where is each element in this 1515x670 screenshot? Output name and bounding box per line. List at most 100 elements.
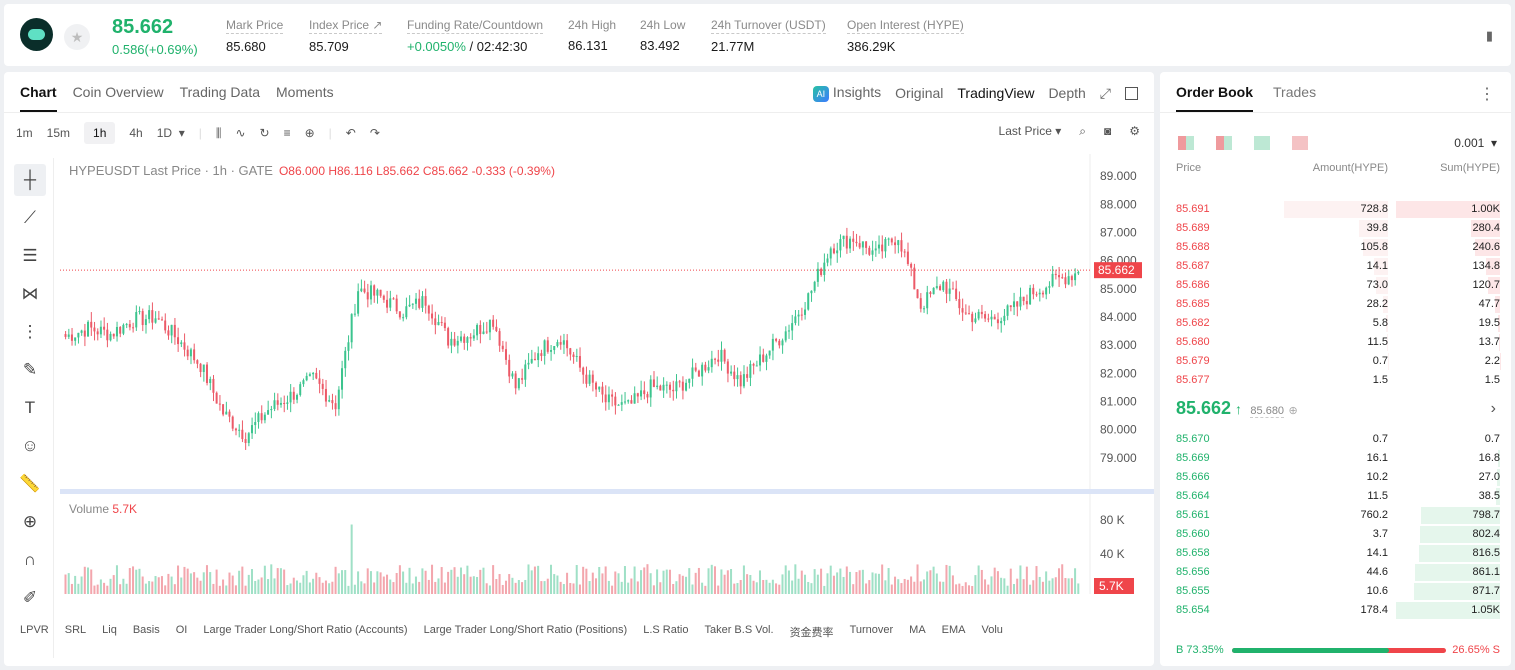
ask-row[interactable]: 85.687 14.1 134.8 — [1176, 257, 1500, 276]
bid-row[interactable]: 85.669 16.1 16.8 — [1176, 449, 1500, 468]
ask-row[interactable]: 85.685 28.2 47.7 — [1176, 295, 1500, 314]
interval-15m[interactable]: 15m — [46, 126, 71, 140]
bid-row[interactable]: 85.656 44.6 861.1 — [1176, 563, 1500, 582]
indicator-7[interactable]: L.S Ratio — [643, 624, 689, 636]
ask-row[interactable]: 85.689 39.8 280.4 — [1176, 219, 1500, 238]
volume-bar — [1022, 579, 1025, 594]
volume-bar — [733, 583, 736, 594]
redo-icon[interactable]: ↷ — [369, 126, 380, 140]
tab-coin-overview[interactable]: Coin Overview — [72, 84, 164, 100]
indicator-11[interactable]: MA — [909, 624, 926, 636]
volume-bar — [250, 569, 253, 594]
volume-bar — [279, 568, 282, 594]
tradingview-button[interactable]: TradingView — [957, 85, 1035, 101]
volume-bar — [826, 573, 829, 594]
tab-chart[interactable]: Chart — [20, 84, 57, 112]
search-icon[interactable]: ⌕ — [1079, 124, 1086, 138]
indicator-9[interactable]: 资金费率 — [789, 627, 834, 639]
candle-type-icon[interactable]: ⫼ — [215, 125, 222, 140]
tab-moments[interactable]: Moments — [276, 84, 334, 100]
refresh-icon[interactable]: ↻ — [259, 126, 270, 140]
indicator-13[interactable]: Volu — [981, 624, 1003, 636]
indicator-12[interactable]: EMA — [941, 624, 966, 636]
ask-row[interactable]: 85.677 1.5 1.5 — [1176, 374, 1500, 386]
indicator-3[interactable]: Basis — [132, 624, 160, 636]
interval-1m[interactable]: 1m — [16, 126, 33, 140]
horizontal-lines-icon[interactable]: ☰ — [22, 246, 38, 265]
emoji-icon[interactable]: ☺ — [21, 436, 39, 455]
add-alert-icon[interactable]: ⊕ — [304, 126, 315, 140]
volume-bar — [800, 570, 803, 594]
chevron-right-icon[interactable]: › — [1490, 400, 1496, 417]
view-both-icon[interactable] — [1178, 136, 1194, 150]
hype-logo-icon — [20, 18, 53, 51]
indicator-5[interactable]: Large Trader Long/Short Ratio (Accounts) — [203, 624, 408, 636]
view-mode-2-icon[interactable] — [1216, 136, 1232, 150]
interval-1d[interactable]: 1D ▾ — [156, 126, 185, 140]
volume-bar — [295, 580, 299, 594]
interval-4h[interactable]: 4h — [129, 126, 143, 140]
indicator-4[interactable]: OI — [175, 624, 188, 636]
magnet-icon[interactable]: ∩ — [23, 550, 37, 569]
price-source-select[interactable]: Last Price ▾ — [998, 124, 1062, 138]
bid-row[interactable]: 85.660 3.7 802.4 — [1176, 525, 1500, 544]
view-asks-icon[interactable] — [1292, 136, 1308, 150]
candle-body — [646, 394, 649, 398]
tab-trades[interactable]: Trades — [1273, 84, 1317, 100]
expand-icon[interactable]: ⤢ — [1099, 84, 1111, 101]
volume-bar — [324, 580, 327, 594]
brush-icon[interactable]: ✎ — [22, 360, 38, 379]
pencil-icon[interactable]: ✐ — [22, 588, 38, 607]
undo-icon[interactable]: ↶ — [345, 126, 356, 140]
volume-bar — [431, 564, 434, 594]
bid-row[interactable]: 85.666 10.2 27.0 — [1176, 468, 1500, 487]
bid-row[interactable]: 85.654 178.4 1.05K — [1176, 601, 1500, 620]
zoom-in-icon[interactable]: ⊕ — [22, 512, 38, 531]
volume-bar — [913, 581, 916, 594]
depth-button[interactable]: Depth — [1048, 85, 1086, 101]
window-icon[interactable] — [1125, 86, 1138, 100]
bid-row[interactable]: 85.670 0.7 0.7 — [1176, 433, 1500, 445]
ask-row[interactable]: 85.679 0.7 2.2 — [1176, 353, 1500, 370]
ask-row[interactable]: 85.682 5.8 19.5 — [1176, 314, 1500, 333]
original-view-button[interactable]: Original — [895, 85, 944, 101]
text-tool-icon[interactable]: T — [24, 398, 36, 417]
camera-icon[interactable]: ◙ — [1103, 124, 1112, 138]
interval-1h[interactable]: 1h — [84, 122, 116, 144]
trendline-icon[interactable]: ⟋ — [24, 208, 36, 227]
bid-row[interactable]: 85.664 11.5 38.5 — [1176, 487, 1500, 506]
bid-row[interactable]: 85.661 760.2 798.7 — [1176, 506, 1500, 525]
fib-icon[interactable]: ⋮ — [21, 322, 39, 341]
volume-bar — [353, 584, 356, 594]
ruler-icon[interactable]: 📏 — [19, 474, 41, 493]
view-bids-icon[interactable] — [1254, 136, 1270, 150]
indicator-6[interactable]: Large Trader Long/Short Ratio (Positions… — [423, 624, 628, 636]
templates-icon[interactable]: ≡ — [283, 126, 291, 140]
ask-row[interactable]: 85.680 11.5 13.7 — [1176, 333, 1500, 352]
indicator-10[interactable]: Turnover — [849, 624, 894, 636]
candle-body — [234, 428, 237, 431]
ask-row[interactable]: 85.686 73.0 120.7 — [1176, 276, 1500, 295]
bid-row[interactable]: 85.658 14.1 816.5 — [1176, 544, 1500, 563]
bid-row[interactable]: 85.655 10.6 871.7 — [1176, 582, 1500, 601]
pattern-icon[interactable]: ⋈ — [21, 284, 39, 303]
indicator-8[interactable]: Taker B.S Vol. — [704, 624, 774, 636]
indicator-2[interactable]: Liq — [102, 624, 117, 636]
candlestick-chart[interactable]: 89.00088.00087.00086.00085.00084.00083.0… — [60, 154, 1154, 594]
indicator-1[interactable]: SRL — [64, 624, 87, 636]
indicator-0[interactable]: LPVR — [20, 624, 49, 636]
tab-order-book[interactable]: Order Book — [1176, 84, 1254, 112]
tab-trading-data[interactable]: Trading Data — [179, 84, 261, 100]
insights-button[interactable]: AI Insights — [812, 84, 881, 102]
ask-row[interactable]: 85.688 105.8 240.6 — [1176, 238, 1500, 257]
precision-select[interactable]: 0.001 ▾ — [1454, 136, 1497, 150]
ask-row[interactable]: 85.691 728.8 1.00K — [1176, 200, 1500, 219]
more-options-icon[interactable]: ⋮ — [1479, 86, 1495, 103]
settings-gear-icon[interactable]: ⚙ — [1129, 124, 1140, 138]
stat-index-price[interactable]: Index Price ↗ 85.709 — [309, 18, 383, 54]
favorite-star-icon[interactable]: ★ — [64, 24, 90, 50]
indicators-icon[interactable]: ∿ — [235, 126, 246, 140]
crosshair-icon[interactable]: ┼ — [14, 164, 46, 196]
guide-book-icon[interactable]: ▮ — [1485, 28, 1493, 43]
candle-body — [688, 378, 691, 383]
